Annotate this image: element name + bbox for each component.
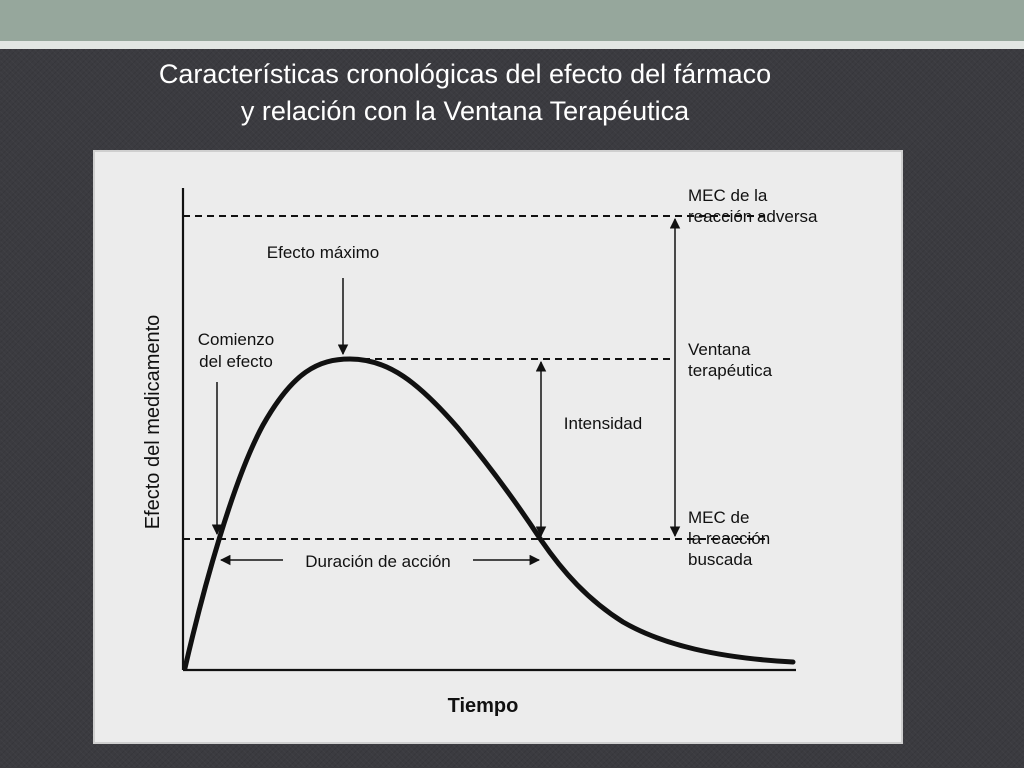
mec-buscada-label-line-3: buscada — [688, 550, 753, 569]
diagram-panel: Efecto del medicamento Tiempo Efecto máx… — [93, 150, 903, 744]
intensidad-label-bg — [545, 408, 665, 436]
duracion-label: Duración de acción — [305, 552, 451, 571]
mec-buscada-label-line-1: MEC de — [688, 508, 749, 527]
slide-title-line-1: Características cronológicas del efecto … — [158, 59, 772, 89]
x-axis-label: Tiempo — [448, 695, 519, 717]
header-divider — [0, 41, 1024, 49]
comienzo-label-line-1: Comienzo — [198, 330, 275, 349]
slide-title-line-2: y relación con la Ventana Terapéutica — [240, 96, 690, 126]
ventana-label-line-1: Ventana — [688, 340, 751, 359]
mec-adversa-label-line-1: MEC de la — [688, 186, 768, 205]
slide-title: Características cronológicas del efecto … — [0, 56, 930, 130]
y-axis-label: Efecto del medicamento — [142, 315, 164, 530]
mec-buscada-label-line-2: la reacción — [688, 529, 770, 548]
header-bar — [0, 0, 1024, 41]
efecto-maximo-label: Efecto máximo — [267, 243, 379, 262]
comienzo-label-line-2: del efecto — [199, 352, 273, 371]
ventana-label-line-2: terapéutica — [688, 361, 773, 380]
mec-adversa-label-line-2: reacción adversa — [688, 207, 818, 226]
intensidad-label: Intensidad — [564, 414, 642, 433]
duracion-label-bg — [285, 549, 471, 573]
effect-curve — [182, 356, 796, 671]
pharmacology-diagram: Efecto del medicamento Tiempo Efecto máx… — [142, 186, 818, 717]
